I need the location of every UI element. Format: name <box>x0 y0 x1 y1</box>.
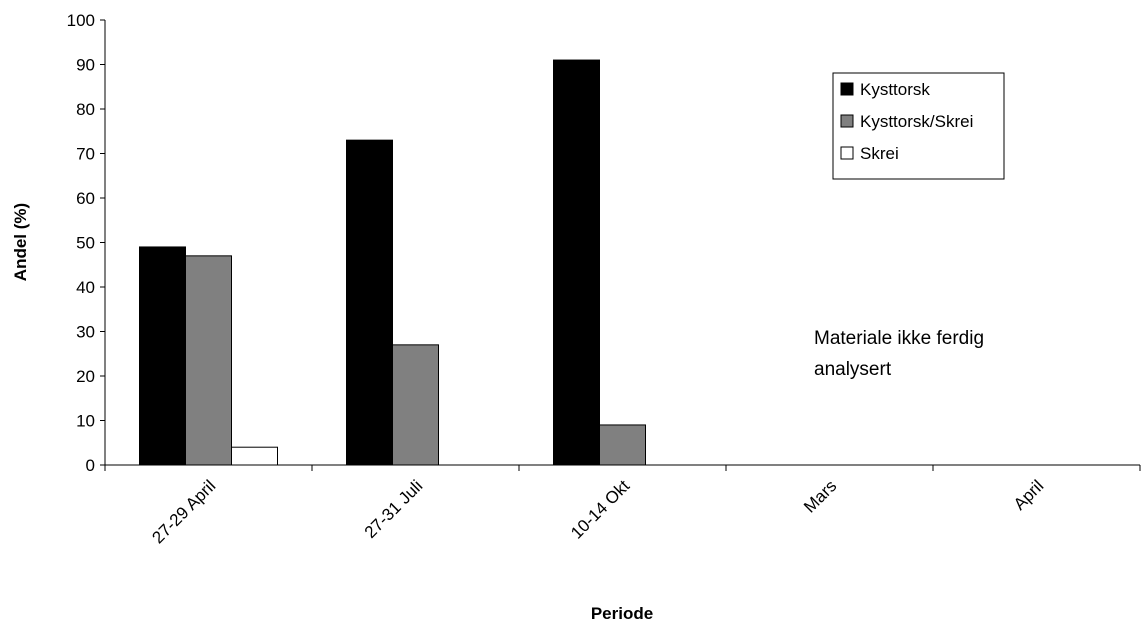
bar-kysttorsk-skrei-1 <box>392 344 439 466</box>
y-tick-label: 50 <box>76 234 95 253</box>
annotation-line-2: analysert <box>814 359 892 380</box>
y-tick-label: 100 <box>67 11 95 30</box>
bar-kysttorsk-skrei-0 <box>185 255 232 466</box>
bar-kysttorsk-2 <box>553 59 600 466</box>
y-tick-label: 70 <box>76 145 95 164</box>
annotation: Materiale ikke ferdig analysert <box>814 328 984 380</box>
y-tick-label: 20 <box>76 367 95 386</box>
x-tick-label: 10-14 Okt <box>567 476 633 542</box>
x-tick-label: April <box>1010 476 1047 513</box>
y-ticks-layer: 0 10 20 30 40 50 60 70 80 90 100 <box>67 11 105 475</box>
y-tick-label: 10 <box>76 412 95 431</box>
y-tick-label: 90 <box>76 56 95 75</box>
legend-box <box>832 72 1005 180</box>
bar-kysttorsk-skrei-2 <box>599 424 646 466</box>
x-tick-label: Mars <box>800 476 840 516</box>
bar-kysttorsk-1 <box>346 139 393 466</box>
bar-kysttorsk-0 <box>139 246 186 466</box>
y-tick-label: 0 <box>86 456 95 475</box>
x-tick-label: 27-31 Juli <box>361 476 427 542</box>
legend-label: Skrei <box>860 144 899 163</box>
legend-swatch <box>840 146 854 160</box>
bars-layer <box>139 59 646 466</box>
y-tick-label: 60 <box>76 189 95 208</box>
y-axis-title: Andel (%) <box>11 203 30 281</box>
x-ticks-layer: 27-29 April 27-31 Juli 10-14 Okt Mars April <box>104 465 1141 547</box>
legend-swatch <box>840 114 854 128</box>
x-axis-title: Periode <box>591 604 653 623</box>
y-tick-label: 30 <box>76 323 95 342</box>
bar-skrei-0 <box>231 446 278 466</box>
annotation-line-1: Materiale ikke ferdig <box>814 328 984 349</box>
y-tick-label: 40 <box>76 278 95 297</box>
y-tick-label: 80 <box>76 100 95 119</box>
legend: Kysttorsk Kysttorsk/Skrei Skrei <box>832 72 1005 180</box>
x-tick-label: 27-29 April <box>148 476 219 547</box>
legend-label: Kysttorsk/Skrei <box>860 112 973 131</box>
legend-swatch <box>840 82 854 96</box>
legend-label: Kysttorsk <box>860 80 930 99</box>
